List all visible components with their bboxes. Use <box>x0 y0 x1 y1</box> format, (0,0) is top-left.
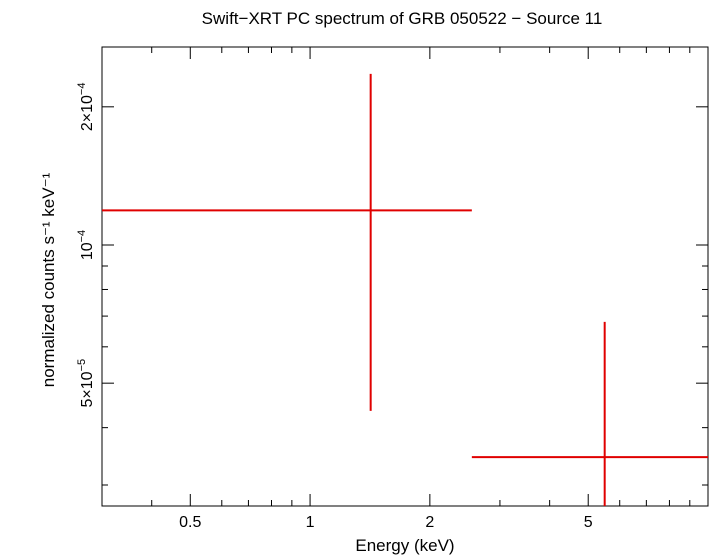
chart-title: Swift−XRT PC spectrum of GRB 050522 − So… <box>202 9 603 28</box>
y-tick-mantissa: 5×10 <box>79 371 96 407</box>
y-axis-label: normalized counts s⁻¹ keV⁻¹ <box>39 172 58 387</box>
y-tick-label: 5×10−5 <box>76 359 96 408</box>
y-tick-label: 2×10−4 <box>76 83 96 132</box>
y-tick-exponent: −4 <box>76 230 88 243</box>
y-tick-exponent: −5 <box>76 359 88 372</box>
y-tick-labels: 5×10−510−42×10−4 <box>76 83 96 408</box>
x-tick-label: 1 <box>306 514 315 531</box>
x-tick-label: 0.5 <box>179 514 201 531</box>
x-tick-label: 5 <box>584 514 593 531</box>
y-tick-exponent: −4 <box>76 83 88 96</box>
x-axis-label: Energy (keV) <box>355 536 454 555</box>
x-tick-label: 2 <box>425 514 434 531</box>
y-tick-label: 10−4 <box>76 230 96 260</box>
y-tick-mantissa: 10 <box>79 242 96 260</box>
y-tick-mantissa: 2×10 <box>79 95 96 131</box>
plot-frame <box>101 46 709 507</box>
data-point-2 <box>471 321 708 506</box>
data-series <box>102 73 708 506</box>
x-tick-labels: 0.5 1 2 5 <box>179 514 593 531</box>
data-point-1 <box>102 73 472 411</box>
axis-ticks <box>102 47 708 506</box>
